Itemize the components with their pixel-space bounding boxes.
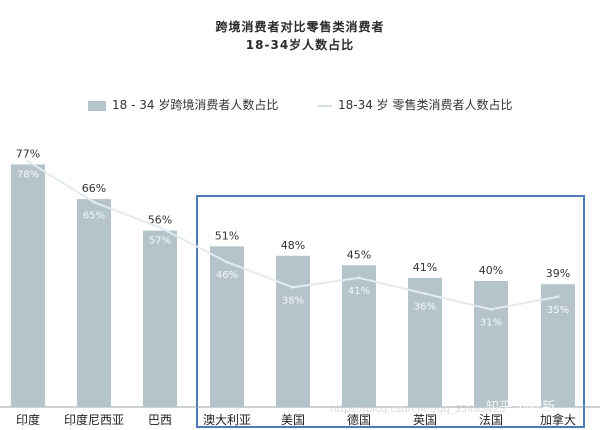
- bar-label-6: 45%: [347, 248, 371, 261]
- x-tick-label-7: 英国: [413, 413, 437, 427]
- x-tick-label-3: 巴西: [148, 413, 172, 427]
- line-label-4: 46%: [216, 270, 238, 281]
- x-tick-label-1: 印度: [16, 412, 40, 427]
- legend-item-line: 18-34 岁 零售类消费者人数占比: [318, 96, 513, 113]
- bar-label-9: 39%: [546, 267, 570, 280]
- line-label-3: 57%: [149, 235, 171, 246]
- line-point-3: [158, 225, 162, 229]
- bar-1: [11, 164, 45, 407]
- x-tick-label-8: 法国: [479, 413, 503, 427]
- bar-label-1: 77%: [16, 147, 40, 160]
- line-label-2: 65%: [83, 210, 105, 221]
- x-tick-label-5: 美国: [281, 413, 305, 427]
- bar-4: [210, 246, 244, 407]
- bar-2: [77, 199, 111, 407]
- x-tick-label-4: 澳大利亚: [203, 413, 251, 427]
- line-label-9: 35%: [547, 305, 569, 316]
- legend-item-bar: 18 - 34 岁跨境消费者人数占比: [88, 96, 278, 113]
- bar-label-2: 66%: [82, 182, 106, 195]
- line-point-6: [357, 276, 361, 280]
- x-tick-label-9: 加拿大: [540, 412, 576, 427]
- bar-8: [474, 281, 508, 407]
- line-label-5: 38%: [282, 295, 304, 306]
- bar-label-3: 56%: [148, 214, 172, 227]
- bar-5: [276, 255, 310, 407]
- chart-title: 跨境消费者对比零售类消费者: [215, 20, 385, 34]
- watermark-zhihu: 知乎 @嘘新: [486, 400, 556, 415]
- line-point-5: [291, 285, 295, 289]
- bar-label-4: 51%: [215, 229, 239, 242]
- chart-subtitle: 18-34岁人数占比: [245, 38, 355, 52]
- line-label-7: 36%: [414, 302, 436, 313]
- legend-line-swatch: [318, 104, 332, 107]
- highlight-box: [196, 195, 585, 428]
- bar-label-5: 48%: [281, 239, 305, 252]
- line-label-6: 41%: [348, 286, 370, 297]
- legend-bar-swatch: [88, 100, 106, 111]
- line-label-1: 78%: [17, 169, 39, 180]
- legend-line-label: 18-34 岁 零售类消费者人数占比: [338, 98, 513, 112]
- x-tick-label-6: 德国: [347, 412, 371, 427]
- legend-bar-label: 18 - 34 岁跨境消费者人数占比: [112, 98, 279, 112]
- bar-label-7: 41%: [413, 261, 437, 274]
- line-point-7: [423, 292, 427, 296]
- line-point-1: [26, 159, 30, 163]
- line-point-2: [92, 200, 96, 204]
- bar-label-8: 40%: [479, 264, 503, 277]
- bar-6: [342, 265, 376, 407]
- x-tick-label-2: 印度尼西亚: [64, 412, 124, 427]
- line-point-9: [556, 295, 560, 299]
- line-point-8: [489, 307, 493, 311]
- line-label-8: 31%: [480, 317, 502, 328]
- bar-9: [541, 284, 575, 407]
- bar-3: [143, 230, 177, 407]
- watermark-url: https://blog.csdn.net/qq_35483423: [330, 404, 506, 415]
- bar-7: [408, 277, 442, 407]
- line-point-4: [225, 260, 229, 264]
